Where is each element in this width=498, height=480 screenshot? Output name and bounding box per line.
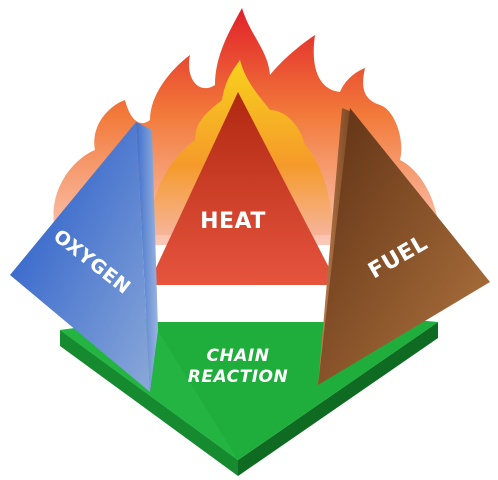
base-right-side [238, 322, 438, 476]
heat-label: HEAT [200, 209, 266, 234]
heat-triangle [148, 92, 338, 285]
base-left-side [60, 330, 238, 476]
reaction-label: REACTION [188, 367, 288, 387]
chain-label: CHAIN [207, 346, 270, 366]
oxygen-face [10, 122, 158, 392]
heat-white-band [148, 285, 338, 322]
oxygen-triangle [10, 122, 150, 392]
fuel-face [318, 108, 490, 385]
oxygen-side [136, 122, 158, 392]
fuel-triangle [318, 108, 490, 385]
heat-face [148, 92, 338, 322]
